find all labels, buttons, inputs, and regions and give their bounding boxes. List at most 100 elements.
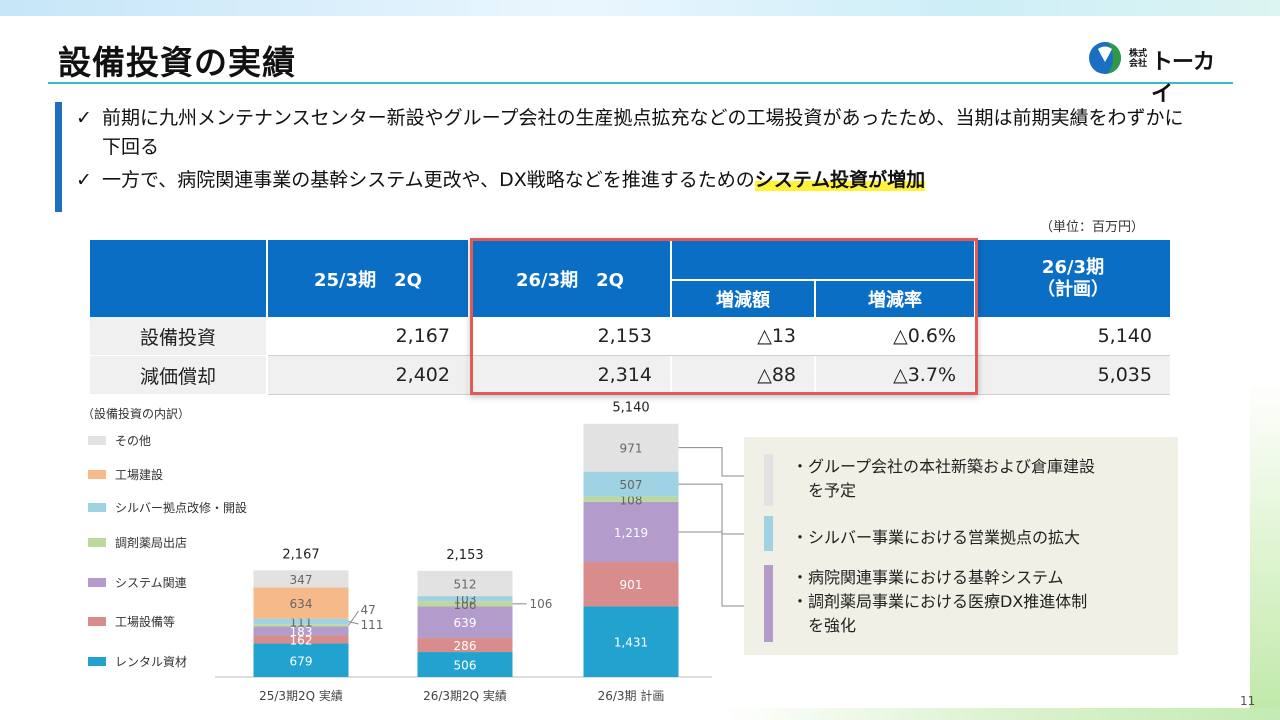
table-cell: 2,402 [268,356,468,394]
bar-segment [417,606,513,638]
bar-segment [583,496,679,502]
bar-segment [583,423,679,472]
note-system: ・病院関連事業における基幹システム ・調剤薬局事業における医療DX推進体制 を強… [792,566,1087,638]
title-underline [48,82,1233,84]
table-cell: △3.7% [816,356,974,394]
table-row-label: 設備投資 [90,317,266,355]
bullet-item-2: ✓ 一方で、病院関連事業の基幹システム更改や、DX戦略などを推進するためのシステ… [76,166,1196,195]
data-label: 347 [290,573,313,587]
total-label: 2,153 [446,548,483,563]
bar-segment [417,596,513,602]
unit-note: （単位：百万円） [1040,220,1145,235]
legend-item-system: システム関連 [88,574,187,591]
bullet-text-1: 前期に九州メンテナンスセンター新設やグループ会社の生産拠点拡充などの工場投資があ… [102,107,1184,158]
bar-segment [253,626,349,636]
bullet-highlight: システム投資が増加 [754,169,926,191]
data-label: 286 [454,639,477,653]
table-cell: 2,314 [470,356,670,394]
bar-segment [583,562,679,607]
table-header-corner [90,240,266,317]
note-line: ・病院関連事業における基幹システム [792,568,1064,587]
bar-segment [583,606,679,677]
connector-line [678,483,764,535]
category-label: 25/3期2Q 実績 [259,688,343,703]
data-label: 1,219 [614,526,648,540]
table-cell: 5,035 [976,356,1170,394]
category-label: 26/3期2Q 実績 [423,688,507,703]
callout-label: 111 [361,618,384,632]
note-bar-silver [764,516,773,551]
row-divider [268,355,1170,356]
bar-segment [253,643,349,677]
bullet-list: ✓ 前期に九州メンテナンスセンター新設やグループ会社の生産拠点拡充などの工場投資… [76,104,1196,199]
legend-swatch [88,538,106,547]
data-label: 183 [290,625,313,639]
legend-item-silver: シルバー拠点改修・開設 [88,499,247,516]
legend-swatch [88,470,106,479]
note-line: を予定 [792,481,857,500]
company-logo: 株式会社 トーカイ [1087,40,1227,107]
bullets-accent-bar [55,102,62,212]
legend-swatch [88,578,106,587]
data-label: 971 [620,442,643,456]
note-silver: ・シルバー事業における営業拠点の拡大 [792,526,1080,550]
bar-segment [253,624,349,627]
table-cell: 2,153 [470,317,670,355]
bar-segment [253,618,349,625]
table-header-rate: 増減率 [816,281,974,317]
note-line: ・シルバー事業における営業拠点の拡大 [792,528,1081,547]
notes-box: ・グループ会社の本社新築および倉庫建設 を予定 ・シルバー事業における営業拠点の… [744,437,1178,655]
data-label: 162 [290,634,313,648]
table-cell: △13 [672,317,814,355]
legend-label: 調剤薬局出店 [115,536,188,550]
chart-note: （設備投資の内訳） [82,407,191,421]
page-title: 設備投資の実績 [58,43,296,82]
check-icon: ✓ [76,107,92,129]
legend-swatch [88,617,106,626]
right-decoration [1250,380,1280,720]
note-bar-other [764,454,773,506]
logo-name: トーカイ [1151,50,1215,107]
data-label: 506 [454,659,477,673]
bar-segment [583,501,679,563]
data-label: 106 [454,598,477,612]
bar-segment [583,471,679,497]
data-label: 1,431 [614,636,648,650]
page-number: 11 [1240,694,1256,708]
table-header-plan-line1: 26/3期 [1041,256,1105,278]
bullet-item-1: ✓ 前期に九州メンテナンスセンター新設やグループ会社の生産拠点拡充などの工場投資… [76,104,1196,162]
legend-label: その他 [115,434,152,448]
legend-item-factory-construction: 工場建設 [88,466,163,483]
legend-label: シルバー拠点改修・開設 [115,501,248,515]
note-bar-system [764,565,773,642]
data-label: 507 [620,478,643,492]
bar-segment [417,637,513,653]
legend-label: レンタル資材 [115,655,188,669]
bar-segment [253,635,349,644]
bar-segment [417,570,513,597]
highlight-frame [470,238,978,395]
table-header-diff: 増減額 [672,281,814,317]
legend-item-pharmacy: 調剤薬局出店 [88,534,187,551]
bar-segment [253,587,349,619]
legend-swatch [88,503,106,512]
data-label: 634 [290,597,313,611]
connector-line [678,447,764,477]
category-label: 26/3期 計画 [598,688,665,703]
table-header-plan-line2: （計画） [1037,278,1109,300]
bar-segment [253,570,349,588]
callout-label: 47 [361,603,376,617]
data-label: 639 [454,616,477,630]
table-row-label: 減価償却 [90,356,266,394]
note-line: ・グループ会社の本社新築および倉庫建設 [792,457,1096,476]
table-header-25-2q: 25/3期 2Q [268,240,468,317]
data-label: 108 [620,493,643,507]
table-header-26-2q: 26/3期 2Q [470,240,670,317]
note-line: ・調剤薬局事業における医療DX推進体制 [792,592,1088,611]
data-label: 679 [290,654,313,668]
investment-table: 25/3期 2Q 26/3期 2Q 増減額 増減率 26/3期 （計画） 設備投… [90,240,1170,395]
data-label: 103 [454,593,477,607]
logo-small-text: 株式会社 [1129,49,1148,69]
legend-label: 工場設備等 [115,615,176,629]
